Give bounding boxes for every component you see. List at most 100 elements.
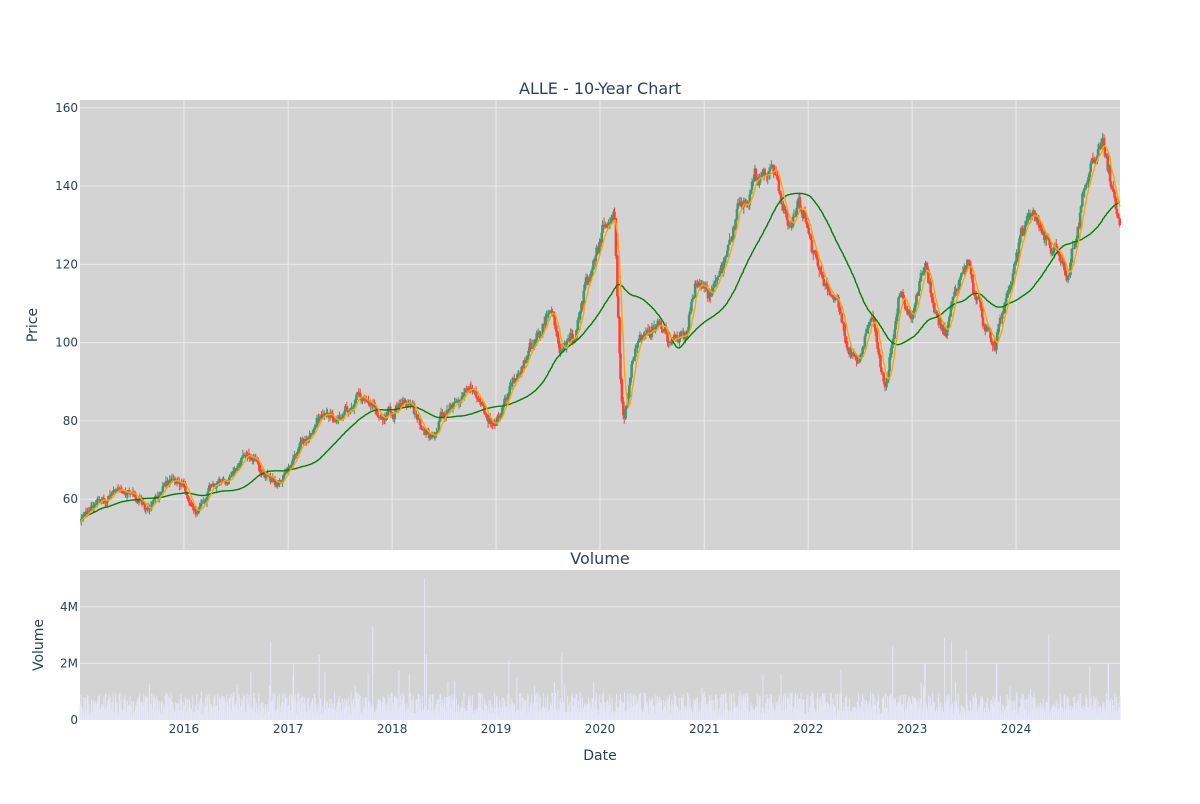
candle-body [711, 287, 715, 290]
volume-bar [195, 705, 197, 720]
volume-bar [499, 699, 501, 720]
candle-body [122, 491, 126, 493]
candle-body [725, 250, 729, 257]
volume-bar [224, 701, 226, 720]
volume-bar [368, 701, 370, 720]
candle-body [732, 227, 736, 230]
volume-bar [87, 695, 89, 720]
volume-bar [486, 705, 488, 720]
candle-body [875, 331, 879, 343]
volume-bar [850, 712, 852, 720]
volume-bar [739, 713, 741, 720]
candle-body [375, 407, 379, 416]
volume-bar [635, 695, 637, 720]
volume-bar [426, 711, 428, 720]
candle-body [1010, 282, 1014, 286]
volume-bar [186, 713, 188, 720]
volume-bar [1018, 707, 1020, 720]
candle-body [438, 415, 442, 422]
volume-bar [95, 703, 97, 720]
volume-bar [208, 712, 210, 720]
volume-bar [830, 693, 832, 720]
candle-body [508, 386, 512, 394]
candle-body [1059, 260, 1063, 262]
candle-body [852, 353, 856, 356]
volume-bar [672, 707, 674, 720]
candle-body [850, 352, 853, 354]
volume-bar [572, 696, 574, 720]
volume-bar [760, 713, 762, 720]
volume-bar [615, 701, 617, 720]
volume-bar [463, 692, 465, 720]
volume-bar [589, 701, 591, 720]
volume-bar [996, 663, 998, 720]
volume-bar [818, 698, 820, 720]
candle-body [644, 333, 648, 336]
volume-bar [133, 701, 135, 720]
candle-body [270, 478, 273, 482]
volume-bar [208, 693, 210, 720]
volume-bar [766, 713, 768, 720]
candle-body [1106, 155, 1110, 171]
volume-bar [807, 693, 809, 720]
volume-bar [499, 708, 501, 720]
candle-body [391, 414, 395, 420]
volume-bar [480, 707, 482, 720]
volume-bar [709, 701, 711, 720]
volume-bar [561, 652, 563, 720]
volume-bar [938, 707, 940, 720]
candle-body [625, 406, 628, 409]
candle-body [858, 358, 862, 363]
volume-bar [392, 708, 394, 720]
volume-bar [751, 708, 753, 720]
volume-bar [272, 693, 274, 720]
volume-bar [1002, 704, 1004, 720]
volume-bar [503, 697, 505, 720]
candle-body [255, 458, 259, 462]
volume-bar [163, 704, 165, 720]
volume-bar [528, 712, 530, 720]
volume-bar [551, 692, 553, 720]
volume-bar [117, 713, 119, 720]
candle-body [736, 203, 740, 209]
volume-bar [262, 708, 264, 720]
volume-bar [210, 704, 212, 720]
candle-body [877, 349, 881, 356]
candle-body [853, 353, 857, 357]
candle-body [288, 467, 291, 469]
candle-body [856, 360, 859, 362]
volume-bar [417, 693, 419, 720]
candle-body [1102, 137, 1106, 147]
candle-body [640, 335, 644, 340]
volume-bar [607, 701, 609, 720]
volume-bar [774, 713, 776, 720]
volume-bar [297, 694, 299, 720]
volume-bar [960, 711, 962, 720]
candle-body [427, 434, 431, 439]
volume-bar [757, 705, 759, 720]
candle-body [921, 272, 925, 276]
candle-body [399, 403, 402, 407]
candle-body [1111, 186, 1114, 190]
volume-bar [911, 703, 913, 720]
volume-bar [294, 694, 296, 720]
volume-bar [769, 697, 771, 720]
candle-body [873, 319, 876, 328]
volume-bar [159, 701, 161, 720]
candle-body [619, 353, 622, 380]
candle-body [379, 416, 383, 418]
volume-bar [217, 693, 219, 720]
candle-body [350, 407, 353, 410]
volume-bar [127, 705, 129, 720]
candle-body [1083, 188, 1086, 191]
candle-body [230, 475, 234, 477]
volume-bar [830, 692, 832, 720]
volume-bar [444, 709, 446, 720]
candle-body [755, 178, 759, 181]
candle-body [536, 331, 540, 333]
volume-bar [358, 693, 360, 720]
candle-body [595, 247, 598, 256]
candle-body [897, 296, 901, 298]
candle-body [566, 338, 570, 342]
volume-bar [532, 704, 534, 720]
